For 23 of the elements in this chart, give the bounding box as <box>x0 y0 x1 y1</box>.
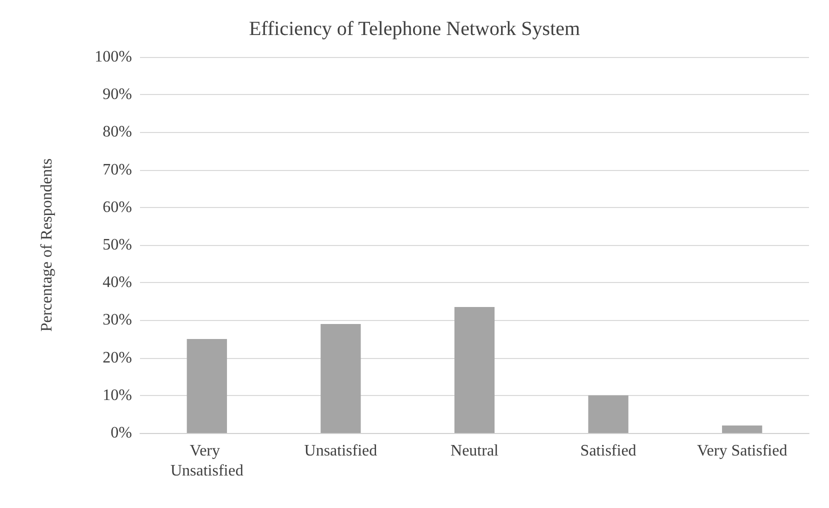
y-tick-label: 70% <box>102 161 132 178</box>
x-tick-label: Very Unsatisfied <box>170 442 244 480</box>
y-tick-label: 90% <box>102 86 132 104</box>
chart-title: Efficiency of Telephone Network System <box>248 18 580 40</box>
y-tick-label: 60% <box>102 198 132 216</box>
bar <box>320 324 361 433</box>
y-tick-label: 50% <box>102 236 132 254</box>
y-tick-label: 80% <box>102 124 132 141</box>
y-tick-label: 100% <box>94 48 132 66</box>
y-tick-label: 30% <box>102 312 132 329</box>
y-tick-label: 40% <box>102 274 132 292</box>
x-tick-label: Neutral <box>450 442 500 460</box>
x-tick-label: Unsatisfied <box>304 442 378 460</box>
x-tick-label: Very Satisfied <box>697 442 788 460</box>
bar <box>722 425 762 433</box>
x-tick-label: Satisfied <box>580 442 636 460</box>
bar <box>454 307 495 433</box>
y-axis-title: Percentage of Respondents <box>38 158 56 332</box>
bar <box>588 395 628 433</box>
y-tick-label: 10% <box>102 386 132 404</box>
bar <box>186 339 227 433</box>
y-tick-label: 20% <box>102 349 132 366</box>
y-tick-label: 0% <box>110 424 132 442</box>
